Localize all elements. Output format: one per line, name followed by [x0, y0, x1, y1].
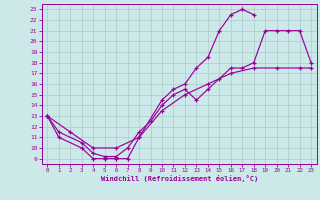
X-axis label: Windchill (Refroidissement éolien,°C): Windchill (Refroidissement éolien,°C)	[100, 175, 258, 182]
